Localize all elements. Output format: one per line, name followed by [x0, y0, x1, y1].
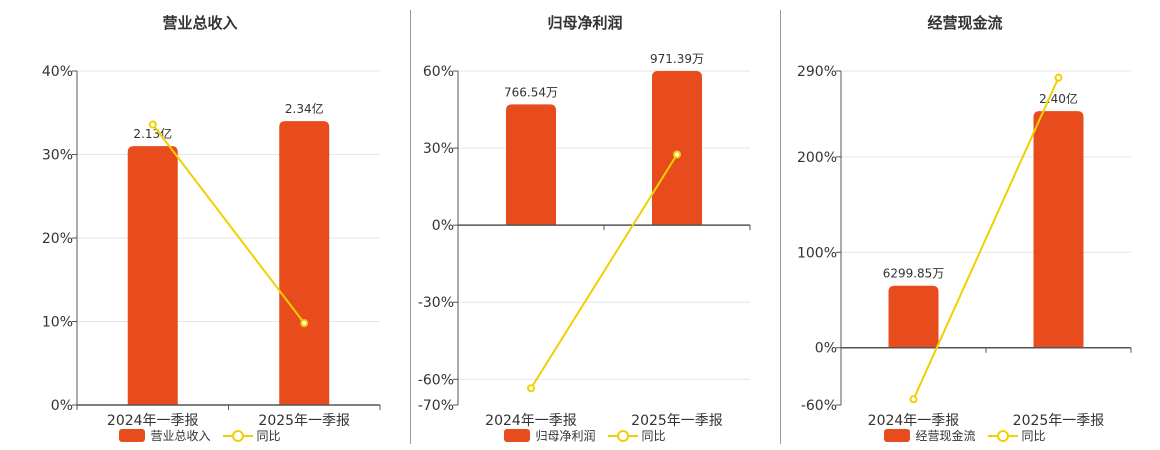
bar: [652, 71, 702, 226]
yoy-point: [148, 120, 157, 129]
yoy-point: [909, 395, 918, 404]
chart-legend: 经营现金流 同比: [770, 427, 1160, 444]
legend-bar-label: 归母净利润: [535, 429, 596, 443]
yoy-line: [151, 123, 306, 324]
legend-bar-swatch: [504, 429, 531, 442]
panel-divider: [780, 10, 781, 444]
legend-line-icon: [222, 429, 253, 443]
legend-line-label: 同比: [256, 429, 281, 443]
chart-legend: 归母净利润 同比: [390, 427, 780, 444]
x-tick-label: 2024年一季报: [868, 413, 960, 429]
x-tick-label: 2024年一季报: [107, 413, 199, 429]
y-tick-label: -60%: [418, 372, 454, 388]
y-tick-label: -30%: [418, 295, 454, 311]
bar: [888, 285, 939, 348]
bar: [279, 121, 330, 405]
yoy-line: [530, 153, 678, 389]
chart-legend: 营业总收入 同比: [0, 427, 400, 444]
chart-panel-cash-flow: 经营现金流 -60% 0% 100% 200% 290% 6299.85万 2.40亿 202…: [770, 0, 1160, 450]
panel-divider: [410, 10, 411, 444]
y-tick-label: 100%: [797, 245, 837, 261]
y-tick-label: 10%: [42, 315, 73, 331]
y-tick-label: 60%: [423, 64, 454, 80]
legend-line-label: 同比: [1021, 429, 1046, 443]
legend-line-icon: [987, 429, 1018, 443]
chart-title: 经营现金流: [927, 14, 1003, 32]
y-tick-label: 30%: [423, 141, 454, 157]
yoy-line: [912, 77, 1060, 400]
x-tick-label: 2025年一季报: [258, 413, 350, 429]
yoy-point: [673, 150, 681, 159]
y-tick-label: -70%: [418, 398, 454, 414]
y-tick-label: 200%: [797, 150, 837, 166]
legend-bar-swatch: [119, 429, 146, 442]
bar-value-label: 971.39万: [650, 52, 704, 66]
chart-panel-net-profit: 归母净利润 -70% -60% -30% 0% 30% 60% 766.54万 971.39万…: [390, 0, 780, 450]
y-tick-label: 290%: [797, 64, 837, 80]
bar-value-label: 2.34亿: [285, 101, 324, 116]
y-tick-label: -60%: [801, 398, 837, 414]
y-tick-label: 0%: [51, 398, 73, 414]
x-tick-label: 2025年一季报: [631, 413, 723, 429]
legend-line-icon: [607, 429, 638, 443]
legend-bar-label: 经营现金流: [915, 429, 976, 443]
bar-value-label: 766.54万: [504, 85, 558, 99]
chart-svg: -70% -60% -30% 0% 30% 60% 766.54万 971.39万 2024年一…: [418, 52, 751, 429]
y-tick-label: 0%: [815, 341, 837, 357]
chart-svg: -60% 0% 100% 200% 290% 6299.85万 2.40亿 2024年一季报 2…: [797, 64, 1132, 429]
x-tick-label: 2024年一季报: [485, 413, 577, 429]
yoy-point: [1054, 73, 1063, 82]
y-tick-label: 40%: [42, 64, 73, 80]
bar: [1033, 111, 1084, 348]
y-tick-label: 30%: [42, 148, 73, 164]
chart-title: 营业总收入: [162, 14, 238, 32]
chart-title: 归母净利润: [547, 14, 623, 32]
legend-bar-swatch: [884, 429, 911, 442]
yoy-point: [300, 319, 309, 328]
y-tick-label: 20%: [42, 231, 73, 247]
y-tick-label: 0%: [432, 218, 454, 234]
chart-panel-revenue: 营业总收入 0% 10% 20% 30% 40% 2.13亿 2.34亿 2024年一季报 20…: [0, 0, 400, 450]
yoy-point: [527, 384, 535, 393]
legend-bar-label: 营业总收入: [150, 429, 211, 443]
bar-value-label: 2.40亿: [1039, 91, 1078, 106]
bar-value-label: 6299.85万: [883, 267, 945, 281]
x-tick-label: 2025年一季报: [1013, 413, 1105, 429]
bar: [506, 104, 556, 226]
bar: [127, 146, 178, 405]
legend-line-label: 同比: [641, 429, 666, 443]
